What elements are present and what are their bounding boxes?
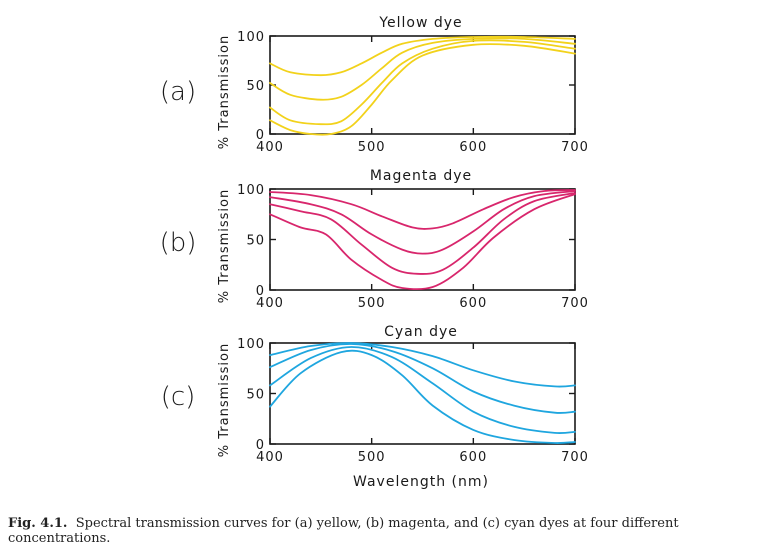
panel-magenta-dye: Magenta dye (b) % Transmission 0 50 100 40… xyxy=(160,168,589,311)
curve-concentration-2 xyxy=(269,343,576,414)
caption-label: Fig. 4.1. xyxy=(8,516,68,531)
curve-concentration-4 xyxy=(269,193,576,291)
curve-concentration-3 xyxy=(269,192,576,275)
x-tick-label: 700 xyxy=(561,296,589,311)
y-tick-label: 100 xyxy=(237,337,265,352)
curve-concentration-3 xyxy=(269,346,576,434)
x-tick-label: 700 xyxy=(561,140,589,155)
caption-text: Spectral transmission curves for (a) yel… xyxy=(8,516,679,546)
y-tick-label: 100 xyxy=(237,183,265,198)
panel-label: (c) xyxy=(161,382,196,412)
x-axis-label: Wavelength (nm) xyxy=(353,474,489,490)
x-tick-label: 700 xyxy=(561,450,589,465)
curve-concentration-1 xyxy=(269,35,576,77)
x-tick-label: 600 xyxy=(459,450,487,465)
y-tick-label: 50 xyxy=(246,234,265,249)
curve-concentration-1 xyxy=(269,189,576,230)
curve-concentration-2 xyxy=(269,37,576,101)
x-tick-label: 400 xyxy=(256,296,284,311)
y-tick-label: 0 xyxy=(256,284,265,299)
y-tick-label: 100 xyxy=(237,30,265,45)
curve-concentration-3 xyxy=(269,39,576,126)
y-tick-label: 0 xyxy=(256,128,265,143)
panel-title: Magenta dye xyxy=(370,168,472,184)
y-axis-label: % Transmission xyxy=(217,343,232,457)
panel-yellow-dye: Yellow dye (a) % Transmission 0 50 100 400… xyxy=(160,15,589,155)
x-tick-label: 600 xyxy=(459,296,487,311)
panel-title: Cyan dye xyxy=(384,324,458,340)
y-tick-label: 0 xyxy=(256,438,265,453)
plot-frame xyxy=(269,35,576,135)
y-tick-label: 50 xyxy=(246,388,265,403)
figure: Yellow dye (a) % Transmission 0 50 100 400… xyxy=(160,15,589,490)
y-tick-label: 50 xyxy=(246,79,265,94)
plot-frame xyxy=(269,342,576,445)
curve-concentration-2 xyxy=(269,190,576,255)
x-tick-label: 400 xyxy=(256,140,284,155)
x-tick-label: 600 xyxy=(459,140,487,155)
panel-cyan-dye: Cyan dye (c) % Transmission 0 50 100 400 50… xyxy=(161,324,589,490)
x-tick-label: 500 xyxy=(358,140,386,155)
x-tick-label: 500 xyxy=(358,296,386,311)
panel-label: (b) xyxy=(160,228,197,258)
y-axis-label: % Transmission xyxy=(217,189,232,303)
curve-concentration-1 xyxy=(269,342,576,388)
panel-label: (a) xyxy=(160,77,196,107)
panel-title: Yellow dye xyxy=(378,15,462,31)
x-tick-label: 500 xyxy=(358,450,386,465)
x-tick-label: 400 xyxy=(256,450,284,465)
y-axis-label: % Transmission xyxy=(217,35,232,149)
figure-caption: Fig. 4.1. Spectral transmission curves f… xyxy=(8,516,756,546)
curve-concentration-4 xyxy=(269,349,576,444)
curve-concentration-4 xyxy=(269,43,576,136)
